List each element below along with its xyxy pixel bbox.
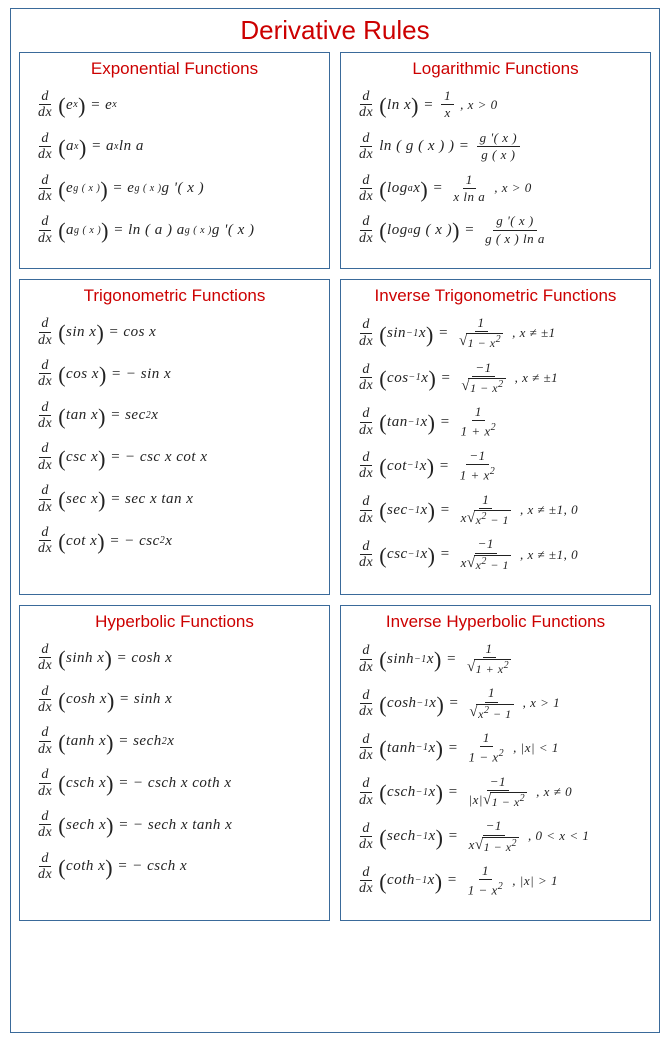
formula: ddx( cot−1 x ) = −11 + x2 (357, 449, 640, 483)
formula: ddx( sinh x ) = cosh x (36, 642, 319, 674)
formula: ddx( csc−1 x ) = −1xx2 − 1, x ≠ ±1, 0 (357, 537, 640, 571)
formula: ddx( sin x ) = cos x (36, 316, 319, 348)
page-title: Derivative Rules (19, 15, 651, 46)
formula: ddx( cosh−1 x ) = 1x2 − 1, x > 1 (357, 686, 640, 720)
formula: ddx( csch−1 x ) = −1|x|1 − x2, x ≠ 0 (357, 775, 640, 809)
section-card: Logarithmic Functions ddx( ln x ) = 1x, x… (340, 52, 651, 269)
section-title: Logarithmic Functions (351, 59, 640, 79)
formula: ddx( coth−1 x ) = 11 − x2, |x| > 1 (357, 864, 640, 898)
formula: ddx( sec−1 x ) = 1xx2 − 1, x ≠ ±1, 0 (357, 493, 640, 527)
sections-grid: Exponential Functions ddx( e x ) = e x ddx… (19, 52, 651, 921)
section-card: Hyperbolic Functions ddx( sinh x ) = cosh… (19, 605, 330, 921)
section-title: Hyperbolic Functions (30, 612, 319, 632)
formula: ddx ln ( g ( x ) ) = g '( x )g ( x ) (357, 131, 640, 163)
formula: ddx( ln x ) = 1x, x > 0 (357, 89, 640, 121)
formula: ddx( tanh x ) = sech2 x (36, 725, 319, 757)
section-title: Inverse Trigonometric Functions (351, 286, 640, 306)
formula: ddx( tanh−1 x ) = 11 − x2, |x| < 1 (357, 731, 640, 765)
section-title: Inverse Hyperbolic Functions (351, 612, 640, 632)
formula: ddx( sec x ) = sec x tan x (36, 483, 319, 515)
formula: ddx( a x ) = a x ln a (36, 131, 319, 163)
formula: ddx( log a g ( x ) ) = g '( x )g ( x ) l… (357, 214, 640, 246)
formula: ddx( e g ( x ) ) = e g ( x ) g '( x ) (36, 173, 319, 205)
formula: ddx( cos x ) = − sin x (36, 358, 319, 390)
formula: ddx( sin−1 x ) = 11 − x2, x ≠ ±1 (357, 316, 640, 350)
formula: ddx( coth x ) = − csch x (36, 851, 319, 883)
section-title: Exponential Functions (30, 59, 319, 79)
formula: ddx( csch x ) = − csch x coth x (36, 767, 319, 799)
formula: ddx( sech x ) = − sech x tanh x (36, 809, 319, 841)
section-card: Inverse Hyperbolic Functions ddx( sinh−1 … (340, 605, 651, 921)
formula: ddx( e x ) = e x (36, 89, 319, 121)
formula: ddx( sinh−1 x ) = 11 + x2 (357, 642, 640, 676)
formula: ddx( a g ( x ) ) = ln ( a ) a g ( x ) g … (36, 214, 319, 246)
formula: ddx( tan−1 x ) = 11 + x2 (357, 405, 640, 439)
formula: ddx( tan x ) = sec2 x (36, 400, 319, 432)
formula: ddx( cot x ) = − csc2 x (36, 525, 319, 557)
formula: ddx( log a x ) = 1x ln a, x > 0 (357, 173, 640, 205)
section-card: Inverse Trigonometric Functions ddx( sin−… (340, 279, 651, 595)
formula: ddx( cos−1 x ) = −11 − x2, x ≠ ±1 (357, 361, 640, 395)
section-title: Trigonometric Functions (30, 286, 319, 306)
formula: ddx( sech−1 x ) = −1x1 − x2, 0 < x < 1 (357, 819, 640, 853)
outer-border: Derivative Rules Exponential Functions dd… (10, 8, 660, 1033)
section-card: Trigonometric Functions ddx( sin x ) = co… (19, 279, 330, 595)
formula: ddx( csc x ) = − csc x cot x (36, 441, 319, 473)
section-card: Exponential Functions ddx( e x ) = e x ddx… (19, 52, 330, 269)
formula: ddx( cosh x ) = sinh x (36, 684, 319, 716)
